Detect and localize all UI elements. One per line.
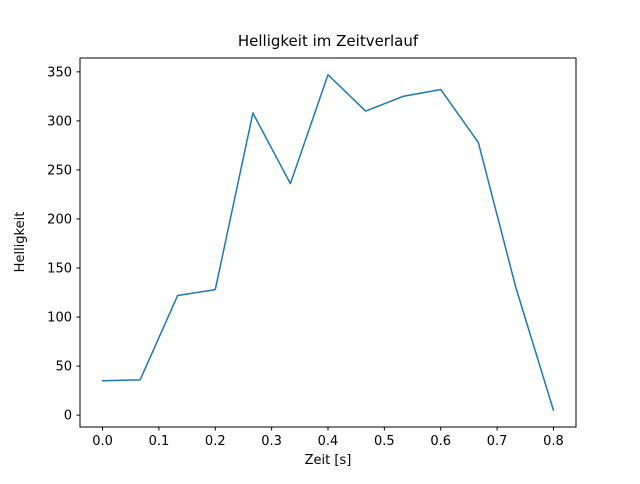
y-tick-label: 250 <box>47 163 72 178</box>
y-tick-label: 200 <box>47 212 72 227</box>
y-tick-label: 50 <box>55 360 72 375</box>
axes-frame <box>79 57 577 428</box>
x-axis-label: Zeit [s] <box>305 453 352 468</box>
plot-area: 0.0 0.1 0.2 0.3 0.4 0.5 0.6 0.7 0.8 0 50 100 150 200 2… <box>47 57 577 449</box>
x-tick-label: 0.6 <box>430 434 451 449</box>
x-tick-label: 0.2 <box>205 434 226 449</box>
x-tick-label: 0.0 <box>92 434 113 449</box>
chart-title: Helligkeit im Zeitverlauf <box>238 32 419 50</box>
y-tick-label: 0 <box>64 409 72 424</box>
y-axis-label: Helligkeit <box>13 212 28 273</box>
x-tick-label: 0.8 <box>543 434 564 449</box>
data-line <box>101 74 555 411</box>
x-tick-label: 0.4 <box>318 434 339 449</box>
y-tick-label: 350 <box>47 65 72 80</box>
x-tick-label: 0.1 <box>149 434 170 449</box>
y-tick-label: 100 <box>47 311 72 326</box>
x-tick-label: 0.7 <box>487 434 508 449</box>
x-tick-label: 0.3 <box>261 434 282 449</box>
x-tick-label: 0.5 <box>374 434 395 449</box>
y-tick-label: 150 <box>47 262 72 277</box>
y-tick-label: 300 <box>47 114 72 129</box>
